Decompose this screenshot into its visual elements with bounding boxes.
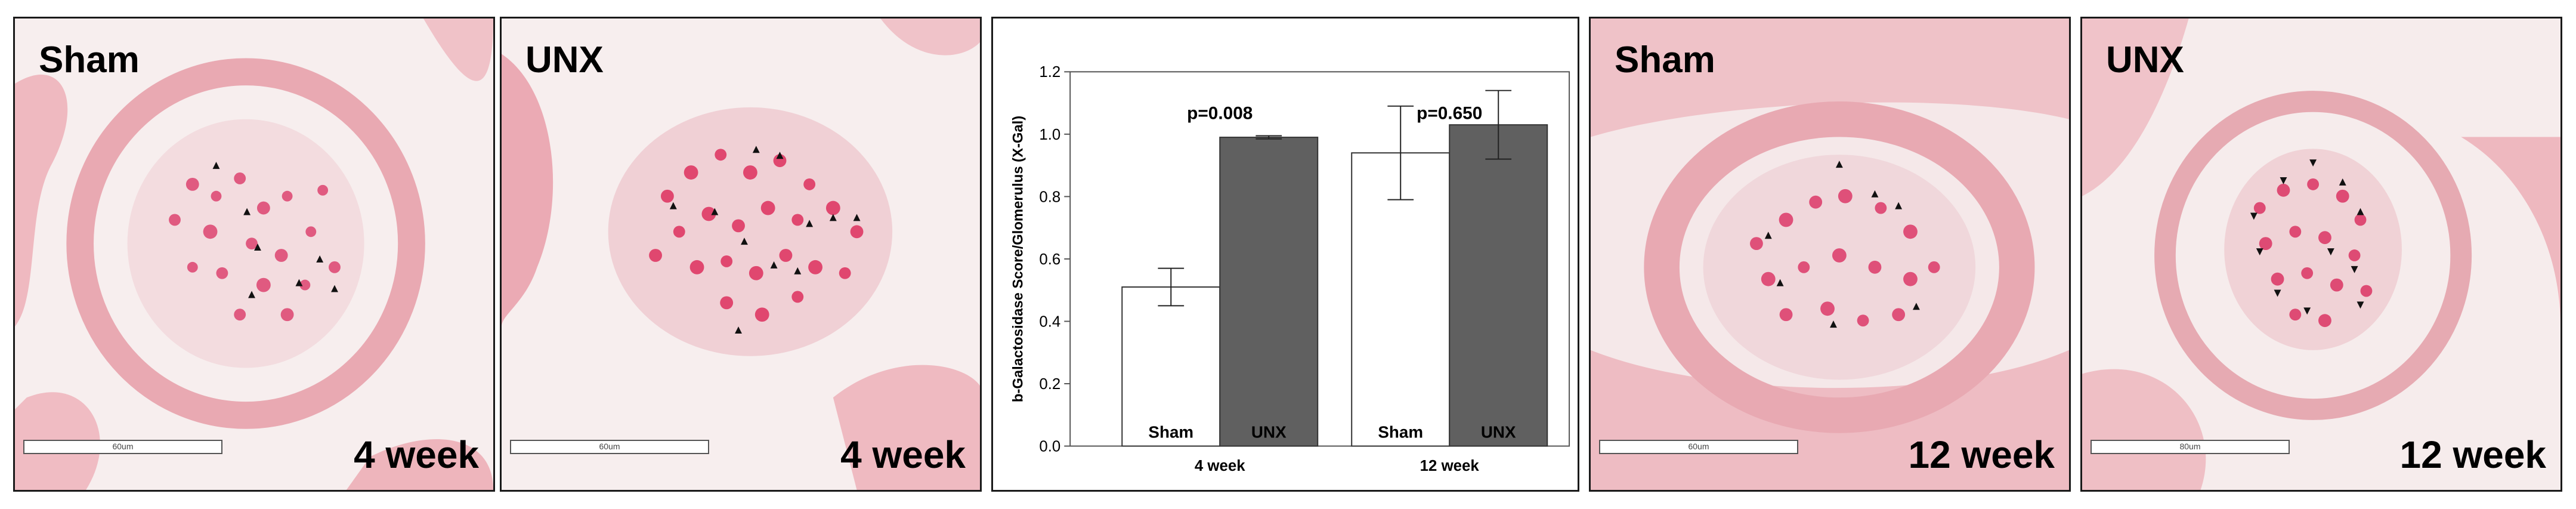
bar-series-label: Sham [1378, 423, 1423, 442]
time-label: 12 week [1908, 433, 2055, 476]
scale-bar: 80um [2091, 440, 2290, 454]
p-value-annotation: p=0.650 [1417, 104, 1482, 124]
bar-sham-12-week [1351, 152, 1451, 447]
y-axis-label: b-Galactosidase Score/Glomerulus (X-Gal) [1010, 116, 1026, 402]
bar-series-label: Sham [1148, 423, 1193, 442]
y-tick-label: 0.0 [1039, 439, 1060, 455]
bar-chart: 0.0 0.2 0.4 0.6 0.8 1.0 1.2 b-Galactosidase Sco… [1010, 64, 1570, 474]
scale-bar-text: 80um [2179, 442, 2201, 451]
micrograph-unx-4-week: UNX 60um 4 week [500, 17, 982, 492]
y-tick-label: 0.2 [1039, 376, 1060, 393]
micrograph-sham-12-week: Sham 60um 12 week [1589, 17, 2071, 492]
time-label: 4 week [354, 433, 479, 476]
bar-chart-panel: 0.0 0.2 0.4 0.6 0.8 1.0 1.2 b-Galactosidase Sco… [991, 17, 1579, 492]
p-value-annotation: p=0.008 [1187, 104, 1253, 124]
x-category-label: 12 week [1420, 458, 1480, 474]
group-label: Sham [1615, 39, 1715, 81]
bar-sham-4-week [1121, 286, 1221, 447]
scale-bar: 60um [23, 440, 222, 454]
group-label: UNX [525, 39, 604, 81]
scale-bar: 60um [510, 440, 709, 454]
tissue-image [15, 18, 493, 490]
group-label: Sham [39, 39, 140, 81]
scale-bar-text: 60um [112, 442, 134, 451]
time-label: 4 week [840, 433, 966, 476]
micrograph-sham-4-week: Sham 60um 4 week [13, 17, 495, 492]
scale-bar-text: 60um [599, 442, 620, 451]
bar-unx-4-week [1219, 137, 1319, 447]
tissue-image [1591, 18, 2069, 490]
group-label: UNX [2106, 39, 2184, 81]
y-tick-label: 1.0 [1039, 127, 1060, 143]
tissue-image [2082, 18, 2560, 490]
y-tick-label: 0.4 [1039, 313, 1060, 330]
scale-bar: 60um [1599, 440, 1798, 454]
time-label: 12 week [2399, 433, 2546, 476]
micrograph-unx-12-week: UNX 80um 12 week [2080, 17, 2562, 492]
bar-series-label: UNX [1251, 423, 1287, 442]
y-tick-label: 0.8 [1039, 189, 1060, 205]
y-tick-label: 1.2 [1039, 64, 1060, 81]
scale-bar-text: 60um [1688, 442, 1709, 451]
tissue-image [502, 18, 980, 490]
bar-series-label: UNX [1481, 423, 1516, 442]
x-category-label: 4 week [1195, 458, 1245, 474]
bar-unx-12-week [1449, 124, 1548, 447]
y-tick-label: 0.6 [1039, 251, 1060, 268]
